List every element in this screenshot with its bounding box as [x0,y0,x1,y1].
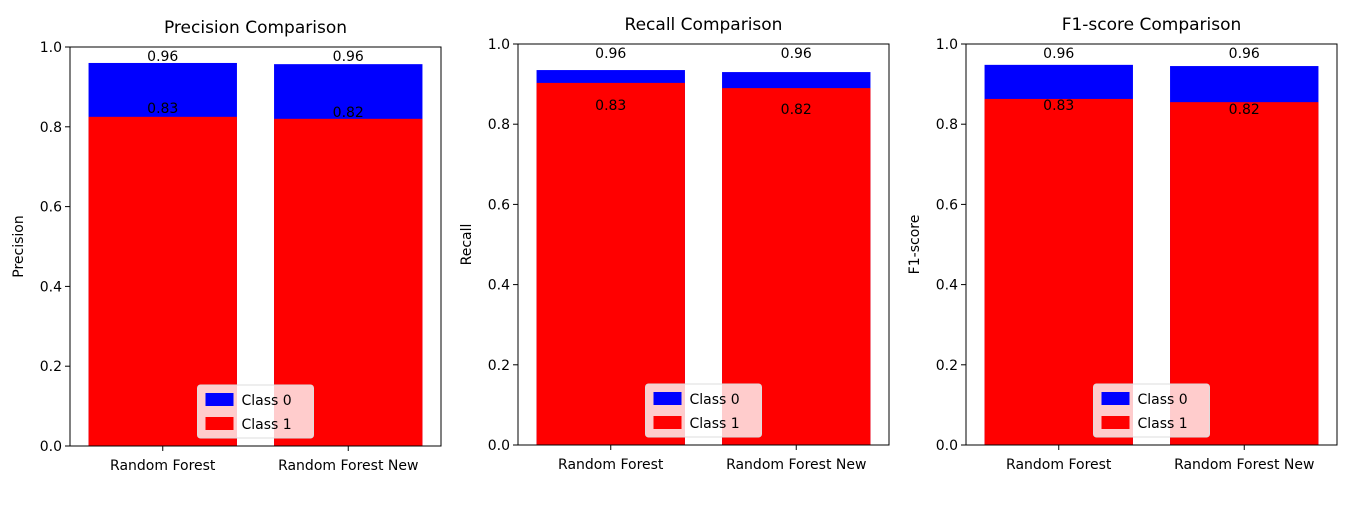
bar-annotation: 0.96 [1229,46,1260,62]
bar-annotation: 0.96 [595,46,626,62]
y-tick-label: 0.2 [488,358,510,374]
y-tick-label: 0.8 [488,117,510,133]
bar-annotation: 0.82 [781,102,812,118]
y-tick-label: 1.0 [40,40,62,56]
legend-label: Class 1 [690,416,740,432]
bar-annotation: 0.96 [147,49,178,65]
x-tick-label: Random Forest [110,458,216,474]
y-tick-label: 0.8 [936,117,958,133]
legend-label: Class 0 [242,393,292,409]
x-tick-label: Random Forest New [1174,457,1314,473]
y-axis-label: Precision [11,215,27,277]
legend-swatch [205,393,234,406]
x-tick-label: Random Forest New [278,458,418,474]
plot-frame [517,43,890,446]
y-tick-label: 0.6 [936,197,958,213]
legend-label: Class 0 [690,392,740,408]
y-tick-label: 0.4 [936,278,958,294]
bar-annotation: 0.83 [147,101,178,117]
y-tick-label: 0.6 [40,200,62,216]
y-tick-label: 0.0 [40,439,62,455]
chart-title: F1-score Comparison [1062,15,1242,35]
y-tick-label: 1.0 [936,37,958,53]
legend-swatch [1101,392,1130,405]
y-tick-label: 0.6 [488,197,510,213]
y-tick-label: 0.4 [488,278,510,294]
legend-swatch [653,416,682,429]
x-tick-label: Random Forest [1006,457,1112,473]
y-tick-label: 1.0 [488,37,510,53]
x-tick-label: Random Forest New [726,457,866,473]
chart-title: Recall Comparison [625,15,783,35]
y-tick-label: 0.0 [488,438,510,454]
legend-swatch [1101,416,1130,429]
y-tick-label: 0.0 [936,438,958,454]
legend-label: Class 1 [1138,416,1188,432]
y-axis-label: Recall [459,224,475,266]
y-tick-label: 0.4 [40,279,62,295]
bar-annotation: 0.83 [1043,98,1074,114]
legend-label: Class 0 [1138,392,1188,408]
legend-swatch [653,392,682,405]
x-tick-label: Random Forest [558,457,664,473]
bar-annotation: 0.96 [333,49,364,65]
bar-annotation: 0.83 [595,98,626,114]
y-tick-label: 0.2 [40,359,62,375]
legend-swatch [205,417,234,430]
bar-annotation: 0.82 [333,105,364,121]
y-tick-label: 0.2 [936,358,958,374]
plot-frame [69,46,442,447]
legend-label: Class 1 [242,417,292,433]
chart-title: Precision Comparison [164,18,347,38]
y-axis-label: F1-score [907,215,923,275]
bar-annotation: 0.96 [781,46,812,62]
bar-annotation: 0.82 [1229,102,1260,118]
plot-frame [965,43,1338,446]
bar-annotation: 0.96 [1043,46,1074,62]
y-tick-label: 0.8 [40,120,62,136]
